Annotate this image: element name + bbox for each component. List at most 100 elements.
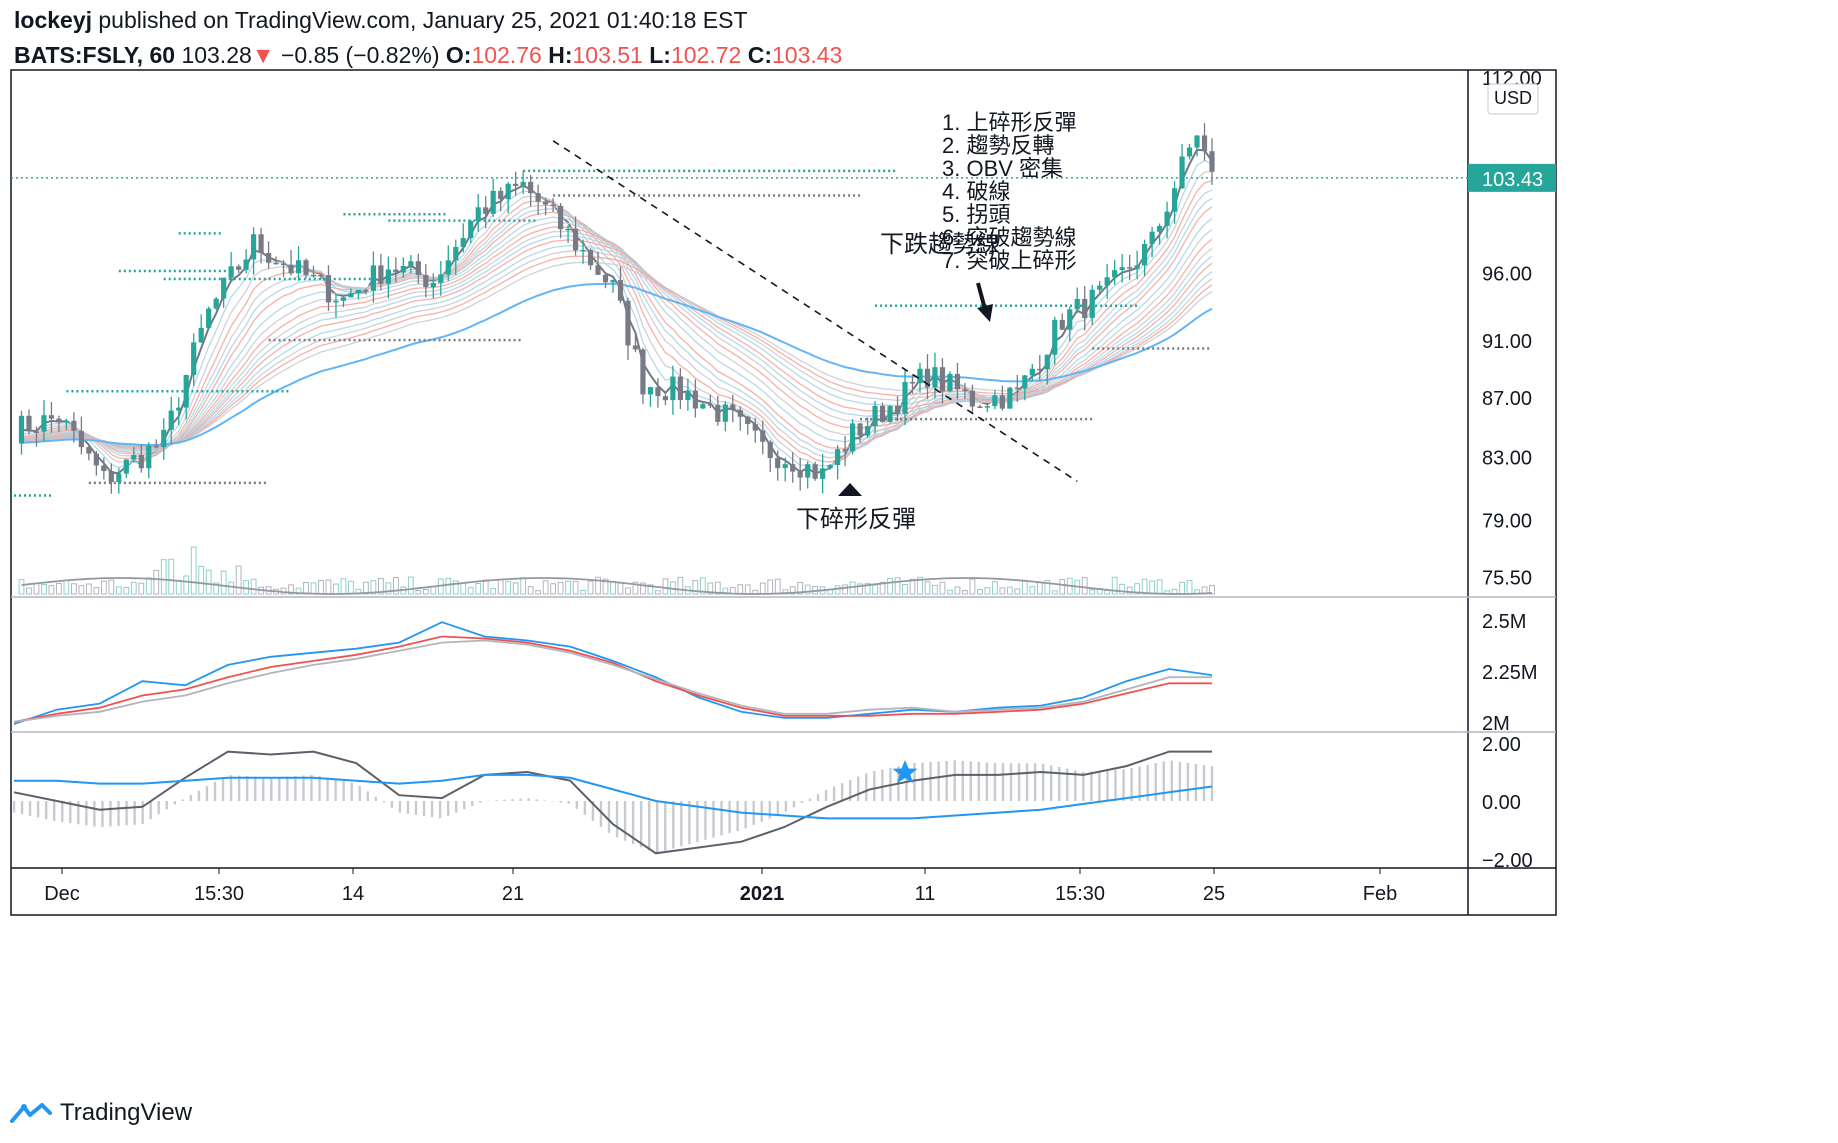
close-label: C: <box>747 42 772 68</box>
obv-tick-label: 2.5M <box>1482 611 1526 633</box>
volume-bar <box>370 580 377 595</box>
volume-bar <box>587 580 594 595</box>
candle-body <box>745 416 751 425</box>
candle-body <box>692 390 698 409</box>
candle-body <box>378 265 384 284</box>
candle-body <box>1164 211 1170 226</box>
volume-bars <box>18 546 1215 595</box>
candle-body <box>707 404 713 406</box>
candle-body <box>348 293 354 298</box>
volume-bar <box>932 584 938 595</box>
candle-body <box>206 308 212 328</box>
candle-body <box>1037 368 1043 371</box>
volume-bar <box>93 587 100 595</box>
volume-bar <box>385 582 392 595</box>
candle-body <box>355 290 362 294</box>
volume-bar <box>85 583 92 595</box>
candle-body <box>969 390 975 407</box>
candle-body <box>1014 387 1020 390</box>
downtrend-label: 下跌趨勢線 <box>880 231 1000 258</box>
candle-body <box>909 381 916 384</box>
volume-bar <box>917 576 923 595</box>
candle-body <box>1179 156 1185 189</box>
candle-body <box>400 265 406 273</box>
candle-body <box>498 190 504 200</box>
candle-body <box>670 376 676 401</box>
obv-series-line <box>13 635 1212 723</box>
volume-bar <box>205 569 212 595</box>
candle-body <box>333 300 339 303</box>
checklist-item: 2. 趨勢反轉 <box>942 133 1054 158</box>
price-tick-label: 91.00 <box>1482 331 1532 353</box>
candle-body <box>33 431 40 433</box>
open-label: O: <box>445 42 472 68</box>
oscillator-tick-label: −2.00 <box>1482 850 1533 872</box>
volume-bar <box>1179 581 1185 595</box>
candle-body <box>258 234 264 254</box>
volume-bar <box>789 586 796 595</box>
candle-body <box>325 275 332 303</box>
candle-body <box>677 376 683 401</box>
candle-body <box>857 423 863 436</box>
volume-bar <box>190 546 197 595</box>
volume-bar <box>198 565 205 595</box>
ribbon-line-33 <box>21 239 1213 449</box>
candle-body <box>917 368 923 384</box>
volume-bar <box>168 558 175 595</box>
candle-body <box>1082 298 1088 319</box>
candle-body <box>78 430 84 448</box>
candle-body <box>610 280 616 283</box>
volume-bar <box>924 581 931 595</box>
volume-bar <box>123 586 130 595</box>
candle-body <box>295 260 302 274</box>
volume-bar <box>41 584 47 595</box>
ribbon-line-45 <box>21 255 1213 447</box>
volume-bar <box>430 586 437 595</box>
candle-body <box>557 205 564 230</box>
volume-bar <box>482 579 489 595</box>
time-tick-label: 2021 <box>740 883 785 905</box>
ohlc-legend: BATS:FSLY, 60 103.28▼ −0.85 (−0.82%) O:1… <box>14 41 842 69</box>
candle-body <box>1134 265 1140 269</box>
volume-bar <box>1059 578 1066 595</box>
candle-body <box>655 387 661 397</box>
candle-body <box>1149 231 1155 244</box>
candle-body <box>288 264 294 274</box>
candle-body <box>1104 277 1110 286</box>
volume-bar <box>939 581 946 595</box>
candle-body <box>685 390 691 401</box>
tradingview-brand[interactable]: TradingView <box>60 1099 193 1126</box>
time-tick-label: 14 <box>342 883 364 905</box>
candle-body <box>902 381 908 414</box>
candle-body <box>767 441 773 459</box>
candle-body <box>385 269 391 284</box>
author-name[interactable]: lockeyj <box>14 7 92 33</box>
candle-body <box>805 464 811 478</box>
candle-body <box>775 458 781 469</box>
volume-bar <box>1134 583 1141 595</box>
candle-body <box>617 280 624 301</box>
ribbon-line-50 <box>21 261 1213 447</box>
candle-body <box>1067 309 1073 330</box>
volume-bar <box>976 588 983 595</box>
close-value: 103.43 <box>772 42 843 68</box>
candle-body <box>71 420 77 431</box>
time-tick-label: Dec <box>44 883 80 905</box>
star-icon <box>892 760 918 784</box>
candle-body <box>722 404 728 422</box>
volume-bar <box>407 576 414 595</box>
volume-bar <box>842 584 849 595</box>
candle-body <box>1059 319 1065 330</box>
tradingview-logo-icon[interactable] <box>10 1101 52 1125</box>
candle-body <box>131 455 137 460</box>
volume-bar <box>422 589 429 595</box>
volume-bar <box>1014 588 1021 595</box>
candle-body <box>962 389 968 391</box>
volume-bar <box>512 582 519 595</box>
volume-bar <box>340 578 347 595</box>
volume-bar <box>595 576 601 595</box>
volume-bar <box>804 584 811 595</box>
candle-body <box>228 266 234 278</box>
candle-body <box>161 429 167 448</box>
volume-bar <box>1111 576 1118 595</box>
